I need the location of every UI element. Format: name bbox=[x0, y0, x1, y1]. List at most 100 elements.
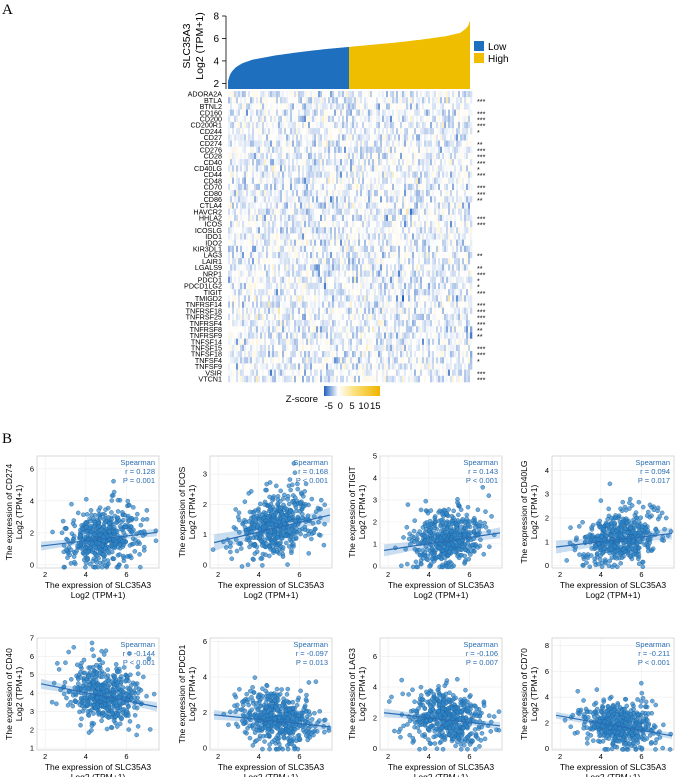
heatmap-cell bbox=[320, 196, 322, 202]
heatmap-cell bbox=[230, 165, 232, 171]
heatmap-cell bbox=[366, 308, 368, 314]
heatmap-cell bbox=[378, 128, 380, 134]
heatmap-cell bbox=[366, 289, 368, 295]
heatmap-cell bbox=[292, 332, 294, 338]
heatmap-cell bbox=[272, 215, 274, 221]
heatmap-cell bbox=[420, 271, 422, 277]
heatmap-cell bbox=[390, 97, 392, 103]
heatmap-cell bbox=[348, 103, 350, 109]
heatmap-cell bbox=[258, 320, 260, 326]
heatmap-cell bbox=[394, 141, 396, 147]
heatmap-cell bbox=[456, 91, 458, 97]
heatmap-cell bbox=[430, 122, 432, 128]
heatmap-cell bbox=[290, 202, 292, 208]
heatmap-cell bbox=[468, 221, 470, 227]
heatmap-cell bbox=[278, 314, 280, 320]
heatmap-cell bbox=[270, 252, 272, 258]
heatmap-cell bbox=[426, 97, 428, 103]
heatmap-cell bbox=[430, 240, 432, 246]
heatmap-cell bbox=[332, 326, 334, 332]
heatmap-cell bbox=[314, 302, 316, 308]
heatmap-cell bbox=[468, 209, 470, 215]
heatmap-cell bbox=[432, 314, 434, 320]
heatmap-cell bbox=[362, 184, 364, 190]
heatmap-cell bbox=[364, 178, 366, 184]
heatmap-cell bbox=[408, 110, 410, 116]
heatmap-cell bbox=[292, 128, 294, 134]
heatmap-cell bbox=[362, 209, 364, 215]
heatmap-cell bbox=[468, 240, 470, 246]
heatmap-cell bbox=[384, 233, 386, 239]
heatmap-cell bbox=[336, 308, 338, 314]
heatmap-cell bbox=[466, 153, 468, 159]
heatmap-cell bbox=[288, 264, 290, 270]
heatmap-cell bbox=[388, 190, 390, 196]
heatmap-cell bbox=[430, 165, 432, 171]
heatmap-cell bbox=[404, 97, 406, 103]
heatmap-cell bbox=[406, 289, 408, 295]
heatmap-cell bbox=[404, 233, 406, 239]
heatmap-cell bbox=[332, 221, 334, 227]
heatmap-cell bbox=[242, 141, 244, 147]
heatmap-cell bbox=[354, 209, 356, 215]
heatmap-cell bbox=[284, 332, 286, 338]
heatmap-cell bbox=[414, 153, 416, 159]
heatmap-cell bbox=[310, 246, 312, 252]
heatmap-cell bbox=[254, 159, 256, 165]
heatmap-cell bbox=[374, 240, 376, 246]
heatmap-cell bbox=[388, 141, 390, 147]
heatmap-cell bbox=[458, 332, 460, 338]
heatmap-cell bbox=[256, 165, 258, 171]
heatmap-cell bbox=[362, 190, 364, 196]
heatmap-cell bbox=[468, 227, 470, 233]
heatmap-cell bbox=[326, 171, 328, 177]
heatmap-cell bbox=[328, 326, 330, 332]
heatmap-cell bbox=[372, 165, 374, 171]
heatmap-cell bbox=[378, 209, 380, 215]
heatmap-cell bbox=[348, 178, 350, 184]
heatmap-cell bbox=[350, 202, 352, 208]
heatmap-cell bbox=[438, 295, 440, 301]
heatmap-cell bbox=[376, 314, 378, 320]
heatmap-cell bbox=[332, 178, 334, 184]
heatmap-cell bbox=[286, 159, 288, 165]
heatmap-cell bbox=[264, 147, 266, 153]
heatmap-cell bbox=[382, 165, 384, 171]
heatmap-cell bbox=[434, 283, 436, 289]
heatmap-cell bbox=[238, 116, 240, 122]
heatmap-cell bbox=[290, 215, 292, 221]
heatmap-cell bbox=[300, 271, 302, 277]
heatmap-cell bbox=[266, 159, 268, 165]
heatmap-cell bbox=[278, 308, 280, 314]
heatmap-cell bbox=[396, 209, 398, 215]
heatmap-cell bbox=[264, 103, 266, 109]
heatmap-cell bbox=[418, 116, 420, 122]
heatmap-cell bbox=[380, 190, 382, 196]
heatmap-cell bbox=[330, 289, 332, 295]
heatmap-cell bbox=[342, 339, 344, 345]
heatmap-cell bbox=[458, 277, 460, 283]
heatmap-cell bbox=[464, 271, 466, 277]
heatmap-cell bbox=[274, 289, 276, 295]
heatmap-cell bbox=[244, 233, 246, 239]
heatmap-cell bbox=[436, 221, 438, 227]
heatmap-cell bbox=[276, 141, 278, 147]
heatmap-cell bbox=[434, 332, 436, 338]
heatmap-cell bbox=[460, 233, 462, 239]
heatmap-cell bbox=[366, 134, 368, 140]
heatmap-cell bbox=[336, 221, 338, 227]
heatmap-cell bbox=[380, 258, 382, 264]
heatmap-cell bbox=[312, 141, 314, 147]
heatmap-cell bbox=[390, 227, 392, 233]
heatmap-cell bbox=[248, 202, 250, 208]
heatmap-cell bbox=[248, 141, 250, 147]
heatmap-cell bbox=[280, 320, 282, 326]
heatmap-cell bbox=[406, 97, 408, 103]
heatmap-cell bbox=[440, 332, 442, 338]
heatmap-cell bbox=[296, 233, 298, 239]
heatmap-cell bbox=[248, 153, 250, 159]
heatmap-cell bbox=[336, 91, 338, 97]
heatmap-cell bbox=[320, 128, 322, 134]
heatmap-cell bbox=[340, 178, 342, 184]
heatmap-cell bbox=[364, 110, 366, 116]
